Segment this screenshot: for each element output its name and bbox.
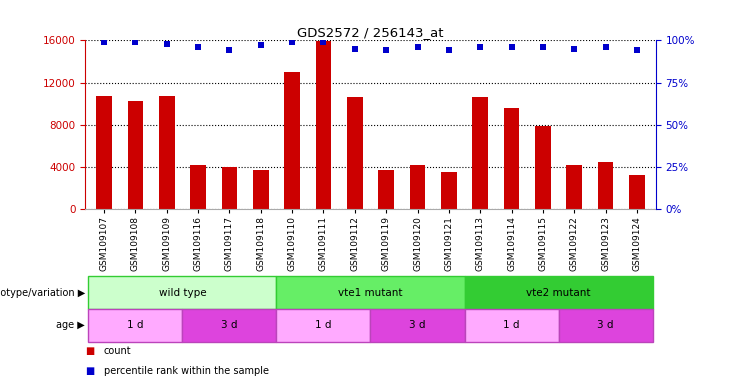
Text: vte1 mutant: vte1 mutant bbox=[338, 288, 403, 298]
Bar bbox=[182, 309, 276, 342]
Text: 1 d: 1 d bbox=[127, 320, 144, 331]
Bar bbox=[379, 170, 394, 209]
Bar bbox=[285, 72, 300, 209]
Text: 3 d: 3 d bbox=[221, 320, 238, 331]
Bar bbox=[253, 170, 268, 209]
Text: 1 d: 1 d bbox=[503, 320, 520, 331]
Bar bbox=[316, 41, 331, 209]
Text: vte2 mutant: vte2 mutant bbox=[526, 288, 591, 298]
Text: ■: ■ bbox=[85, 366, 94, 376]
Bar bbox=[566, 165, 582, 209]
Text: percentile rank within the sample: percentile rank within the sample bbox=[104, 366, 269, 376]
Bar bbox=[159, 96, 175, 209]
Bar bbox=[535, 126, 551, 209]
Bar bbox=[629, 175, 645, 209]
Bar bbox=[370, 309, 465, 342]
Text: 1 d: 1 d bbox=[315, 320, 332, 331]
Bar bbox=[410, 165, 425, 209]
Bar bbox=[276, 309, 370, 342]
Text: 3 d: 3 d bbox=[409, 320, 426, 331]
Text: age ▶: age ▶ bbox=[56, 320, 85, 331]
Bar bbox=[96, 96, 112, 209]
Text: genotype/variation ▶: genotype/variation ▶ bbox=[0, 288, 85, 298]
Bar bbox=[472, 98, 488, 209]
Text: count: count bbox=[104, 346, 131, 356]
Bar bbox=[465, 276, 653, 309]
Bar bbox=[347, 98, 362, 209]
Bar bbox=[88, 309, 182, 342]
Text: wild type: wild type bbox=[159, 288, 206, 298]
Bar bbox=[127, 101, 143, 209]
Text: 3 d: 3 d bbox=[597, 320, 614, 331]
Bar bbox=[88, 276, 276, 309]
Bar bbox=[222, 167, 237, 209]
Bar bbox=[190, 165, 206, 209]
Title: GDS2572 / 256143_at: GDS2572 / 256143_at bbox=[297, 26, 444, 39]
Bar bbox=[559, 309, 653, 342]
Bar bbox=[276, 276, 465, 309]
Bar bbox=[465, 309, 559, 342]
Text: ■: ■ bbox=[85, 346, 94, 356]
Bar bbox=[504, 108, 519, 209]
Bar bbox=[598, 162, 614, 209]
Bar bbox=[441, 172, 456, 209]
